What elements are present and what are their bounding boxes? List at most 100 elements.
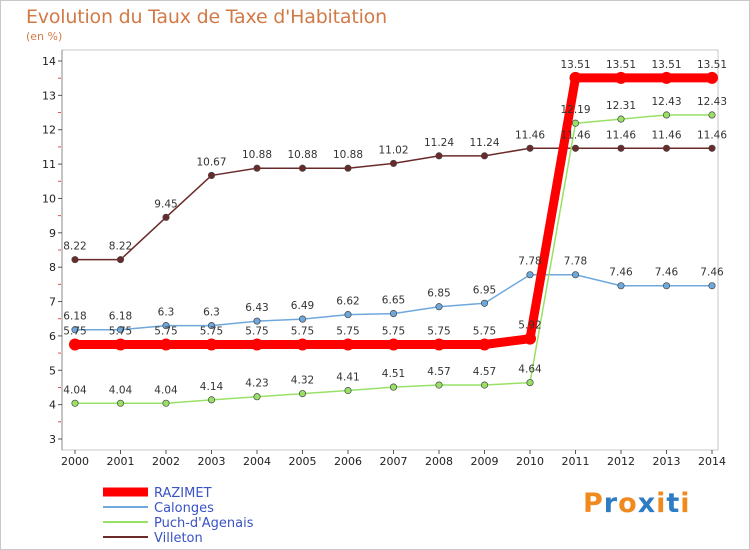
data-point — [162, 399, 170, 407]
data-label: 11.02 — [378, 144, 408, 156]
data-label: 7.46 — [609, 267, 633, 279]
data-label: 7.46 — [700, 267, 724, 279]
data-point — [526, 144, 534, 152]
data-label: 4.04 — [109, 384, 133, 396]
legend-label: Calonges — [154, 501, 214, 516]
data-point — [162, 322, 170, 330]
data-point — [571, 119, 580, 127]
data-point — [524, 332, 536, 345]
data-point — [478, 338, 491, 351]
x-tick-label: 2011 — [562, 455, 590, 468]
series-line-puch-d-agenais — [74, 114, 713, 405]
legend-label: RAZIMET — [154, 486, 212, 501]
data-point — [708, 282, 716, 290]
data-point — [617, 144, 625, 152]
x-tick-label: 2007 — [380, 455, 408, 468]
data-point — [662, 282, 671, 290]
x-tick-label: 2010 — [516, 455, 544, 468]
data-label: 10.88 — [287, 149, 317, 161]
y-tick-label: 12 — [42, 124, 56, 137]
data-point — [706, 71, 718, 84]
data-label: 4.57 — [427, 366, 450, 378]
data-point — [662, 111, 671, 119]
legend-label: Puch-d'Agenais — [154, 516, 254, 531]
legend-label: Villeton — [154, 531, 203, 546]
data-point — [298, 390, 307, 398]
data-point — [480, 152, 489, 160]
data-point — [253, 164, 261, 172]
data-point — [480, 299, 489, 307]
y-tick-label: 9 — [49, 227, 56, 240]
y-tick-label: 10 — [42, 192, 56, 205]
data-point — [389, 383, 398, 391]
data-label: 5.75 — [473, 326, 496, 338]
data-label: 9.45 — [154, 198, 177, 210]
data-label: 6.62 — [336, 296, 359, 308]
data-label: 13.51 — [606, 59, 636, 71]
data-label: 6.49 — [291, 300, 314, 312]
y-tick-label: 8 — [49, 261, 56, 274]
data-point — [387, 338, 400, 351]
data-point — [253, 393, 261, 401]
data-label: 11.46 — [515, 129, 545, 141]
data-label: 13.51 — [560, 59, 590, 71]
data-label: 6.18 — [63, 311, 86, 323]
data-label: 12.43 — [697, 96, 727, 108]
data-label: 6.18 — [109, 311, 132, 323]
logo-letter: i — [680, 488, 691, 519]
data-label: 8.22 — [63, 241, 86, 253]
data-point — [571, 271, 580, 279]
data-label: 5.75 — [427, 326, 450, 338]
x-tick-label: 2002 — [152, 455, 180, 468]
data-point — [207, 322, 216, 330]
data-label: 12.19 — [560, 104, 590, 116]
data-label: 5.75 — [291, 326, 314, 338]
data-point — [569, 71, 582, 84]
logo-letter: x — [637, 488, 657, 519]
data-label: 7.46 — [655, 267, 679, 279]
data-label: 4.51 — [382, 368, 405, 380]
logo-letter: P — [583, 488, 604, 519]
data-point — [71, 256, 79, 264]
data-point — [660, 71, 673, 84]
data-point — [662, 144, 671, 152]
plot-area — [69, 71, 718, 407]
data-label: 6.95 — [473, 284, 496, 296]
x-tick-label: 2005 — [289, 455, 317, 468]
data-label: 5.75 — [382, 326, 405, 338]
x-tick-label: 2006 — [334, 455, 362, 468]
chart-title: Evolution du Taux de Taxe d'Habitation — [26, 6, 387, 28]
data-point — [160, 338, 172, 351]
data-label: 4.32 — [291, 375, 314, 387]
data-point — [433, 338, 445, 351]
data-point — [344, 386, 352, 395]
data-point — [298, 164, 307, 172]
data-point — [116, 326, 125, 334]
data-point — [116, 399, 125, 407]
data-label: 11.46 — [606, 129, 636, 141]
data-label: 7.78 — [564, 256, 587, 268]
data-label: 11.46 — [651, 129, 681, 141]
data-label: 10.67 — [196, 156, 226, 168]
data-point — [114, 338, 127, 351]
y-tick-label: 5 — [49, 364, 56, 377]
data-point — [435, 303, 443, 311]
data-label: 4.14 — [200, 381, 224, 393]
data-point — [342, 338, 354, 351]
axes: 3 4 5 6 7 8 9 10 11 12 13 14 2000 2001 2002 2003 2004 200… — [42, 49, 726, 468]
data-label: 5.92 — [518, 320, 541, 332]
data-labels: 5.75 5.75 5.75 5.75 5.75 5.75 5.75 5.75 5.75 5.75… — [63, 59, 727, 396]
data-label: 5.75 — [200, 326, 223, 338]
x-tick-label: 2012 — [607, 455, 635, 468]
data-point — [708, 144, 716, 152]
x-tick-label: 2000 — [61, 455, 89, 468]
data-point — [435, 152, 443, 160]
data-point — [526, 379, 534, 387]
x-tick-label: 2003 — [198, 455, 226, 468]
data-point — [617, 282, 625, 290]
data-point — [480, 381, 489, 389]
data-label: 12.43 — [651, 96, 681, 108]
